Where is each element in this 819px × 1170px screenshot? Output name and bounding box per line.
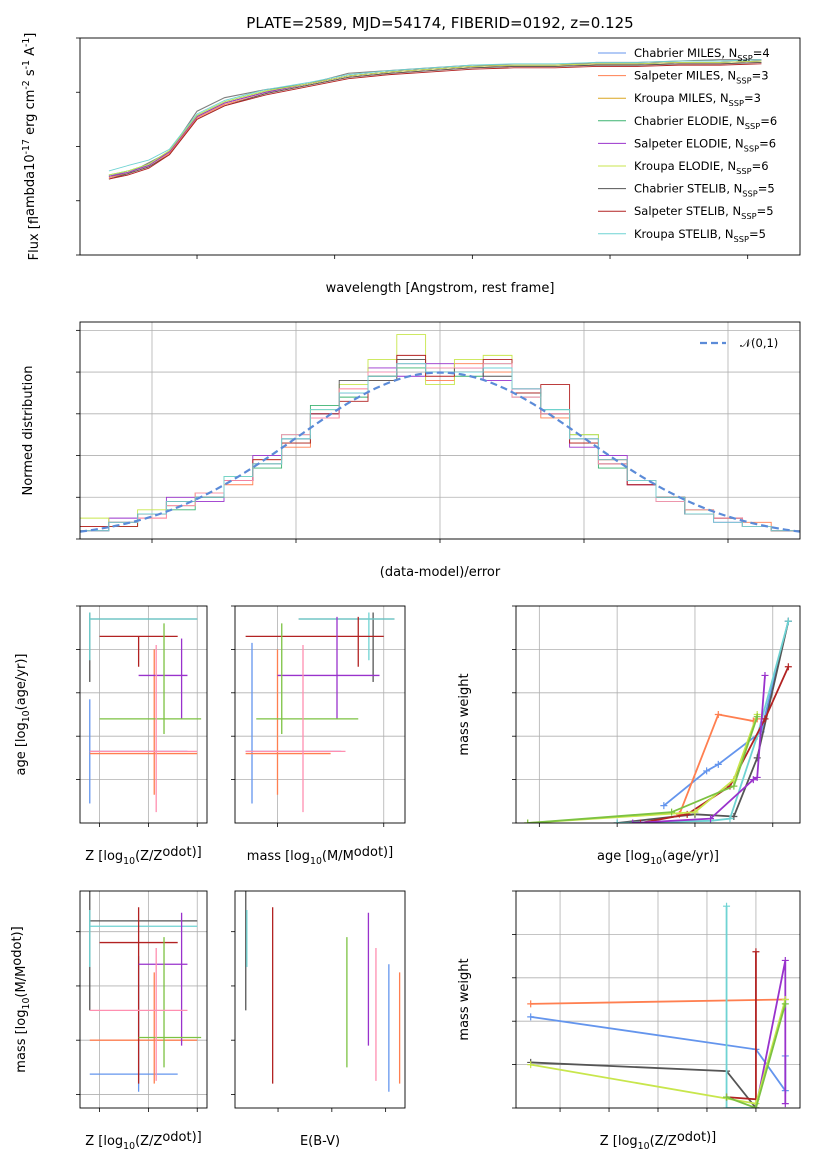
plot-frame <box>515 605 801 824</box>
plot-frame <box>79 321 801 540</box>
mass-weight-point <box>668 808 676 816</box>
mass-weight-point <box>781 956 789 964</box>
mass-weight-point <box>527 1013 535 1021</box>
legend-label: Salpeter STELIB, NSSP=5 <box>634 204 774 221</box>
plot-area-age_vs_Z <box>89 612 202 813</box>
mass-weight-point <box>784 663 792 671</box>
legend-label: Kroupa ELODIE, NSSP=6 <box>634 159 769 176</box>
plot-area-spectrum <box>108 59 762 180</box>
plot-frame <box>515 890 801 1109</box>
mass-weight-point <box>707 815 715 823</box>
model-spectrum-line <box>108 59 762 172</box>
figure-title: PLATE=2589, MJD=54174, FIBERID=0192, z=0… <box>246 14 633 32</box>
plot-area-mass_vs_EBV <box>245 891 401 1092</box>
mass-weight-point <box>527 1000 535 1008</box>
mass-weight-line <box>530 998 786 1005</box>
plot-frame <box>234 605 406 824</box>
plot-frame <box>79 37 801 256</box>
mass-weight-point <box>524 819 532 823</box>
x-axis-label: (data-model)/error <box>380 565 501 580</box>
legend-label: Salpeter MILES, NSSP=3 <box>634 69 769 86</box>
mass-weight-point <box>753 773 761 781</box>
mass-weight-point <box>753 713 761 721</box>
x-axis-label: wavelength [Angstrom, rest frame] <box>326 281 555 296</box>
legend-label: Kroupa STELIB, NSSP=5 <box>634 227 766 244</box>
mass-weight-point <box>660 802 668 810</box>
y-axis-label: mass [log10(M/Modot)] <box>10 926 32 1072</box>
mass-weight-point <box>691 808 699 816</box>
plot-frame <box>234 890 406 1109</box>
mass-weight-line <box>527 716 759 823</box>
legend-label: Chabrier STELIB, NSSP=5 <box>634 182 775 199</box>
mass-weight-point <box>723 902 731 910</box>
plot-area-weight_vs_Z <box>527 902 789 1108</box>
legend-label: Chabrier ELODIE, NSSP=6 <box>634 114 777 131</box>
mass-weight-line <box>725 906 756 1108</box>
x-axis-label: Z [log10(Z/Zodot)] <box>85 845 202 867</box>
y-axis-label: age [log10(age/yr)] <box>14 653 32 775</box>
y-axis-label: Normed distribution <box>21 366 36 496</box>
mass-weight-line <box>640 666 790 823</box>
mass-weight-point <box>752 948 760 956</box>
x-axis-label: Z [log10(Z/Zodot)] <box>600 1130 717 1152</box>
y-axis-label: Flux [flambda10-17 erg cm-2 s-1 A-1] <box>21 33 42 261</box>
mass-weight-point <box>714 711 722 718</box>
model-spectrum-line <box>108 60 762 176</box>
mass-weight-point <box>730 782 738 790</box>
plot-area-weight_vs_age <box>524 617 792 823</box>
mass-weight-point <box>784 617 792 625</box>
plot-area-age_vs_mass <box>245 612 395 813</box>
mass-weight-point <box>752 1104 760 1108</box>
model-spectrum-line <box>108 63 762 180</box>
mass-weight-line <box>530 1061 757 1108</box>
mass-weight-line <box>663 620 790 807</box>
mass-weight-point <box>723 1104 731 1108</box>
x-axis-label: E(B-V) <box>300 1134 340 1149</box>
x-axis-label: mass [log10(M/Modot)] <box>247 845 393 867</box>
legend-label: Kroupa MILES, NSSP=3 <box>634 91 761 108</box>
mass-weight-point <box>714 760 722 768</box>
mass-weight-point <box>613 819 621 823</box>
mass-weight-point <box>629 819 637 823</box>
normal-reference-curve <box>80 371 800 533</box>
legend-label: Chabrier MILES, NSSP=4 <box>634 46 770 63</box>
plot-frame <box>79 605 208 824</box>
y-axis-label: mass weight <box>457 958 472 1040</box>
y-axis-label: mass weight <box>457 673 472 755</box>
legend-label: Salpeter ELODIE, NSSP=6 <box>634 136 776 153</box>
mass-weight-point <box>781 1100 789 1108</box>
residual-histogram-step <box>80 363 800 532</box>
plot-frame <box>79 890 208 1109</box>
plot-area-mass_vs_Z <box>89 891 202 1092</box>
mass-weight-point <box>636 819 644 823</box>
mass-weight-point <box>726 815 734 823</box>
mass-weight-point <box>749 776 757 784</box>
mass-weight-point <box>527 1061 535 1069</box>
legend-label: 𝒩(0,1) <box>740 336 778 350</box>
mass-weight-point <box>781 1000 789 1008</box>
mass-weight-point <box>761 671 769 679</box>
plot-area-residuals <box>80 334 800 533</box>
mass-weight-point <box>723 1093 731 1101</box>
mass-weight-point <box>703 767 711 775</box>
mass-weight-line <box>726 1003 787 1108</box>
x-axis-label: age [log10(age/yr)] <box>597 849 719 867</box>
x-axis-label: Z [log10(Z/Zodot)] <box>85 1130 202 1152</box>
mass-weight-point <box>761 715 769 723</box>
